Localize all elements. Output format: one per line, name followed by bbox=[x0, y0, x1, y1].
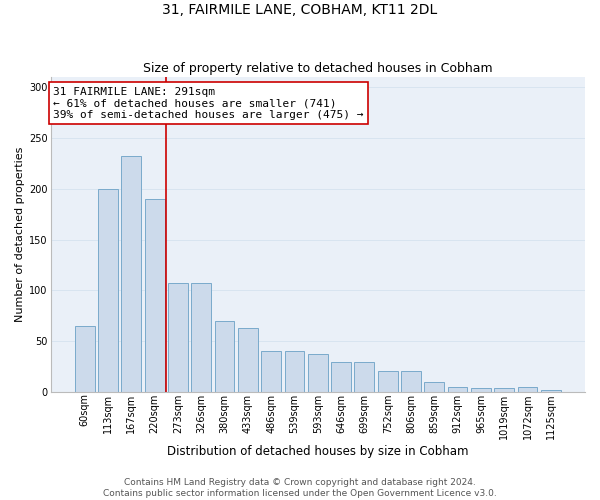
Bar bbox=[121, 156, 141, 392]
Bar bbox=[308, 354, 328, 392]
Bar bbox=[168, 284, 188, 392]
Bar bbox=[494, 388, 514, 392]
Bar bbox=[145, 199, 164, 392]
Bar bbox=[98, 189, 118, 392]
Bar bbox=[331, 362, 351, 392]
Bar bbox=[518, 387, 538, 392]
Bar bbox=[355, 362, 374, 392]
Bar bbox=[424, 382, 444, 392]
Bar bbox=[448, 387, 467, 392]
Bar bbox=[191, 284, 211, 392]
Text: 31 FAIRMILE LANE: 291sqm
← 61% of detached houses are smaller (741)
39% of semi-: 31 FAIRMILE LANE: 291sqm ← 61% of detach… bbox=[53, 86, 364, 120]
Bar bbox=[471, 388, 491, 392]
Bar bbox=[284, 352, 304, 392]
Y-axis label: Number of detached properties: Number of detached properties bbox=[15, 147, 25, 322]
Bar bbox=[401, 370, 421, 392]
Bar bbox=[75, 326, 95, 392]
Text: 31, FAIRMILE LANE, COBHAM, KT11 2DL: 31, FAIRMILE LANE, COBHAM, KT11 2DL bbox=[163, 2, 437, 16]
Bar bbox=[378, 370, 398, 392]
Title: Size of property relative to detached houses in Cobham: Size of property relative to detached ho… bbox=[143, 62, 493, 74]
Bar bbox=[541, 390, 561, 392]
Bar bbox=[238, 328, 258, 392]
Bar bbox=[261, 352, 281, 392]
X-axis label: Distribution of detached houses by size in Cobham: Distribution of detached houses by size … bbox=[167, 444, 469, 458]
Text: Contains HM Land Registry data © Crown copyright and database right 2024.
Contai: Contains HM Land Registry data © Crown c… bbox=[103, 478, 497, 498]
Bar bbox=[215, 321, 235, 392]
